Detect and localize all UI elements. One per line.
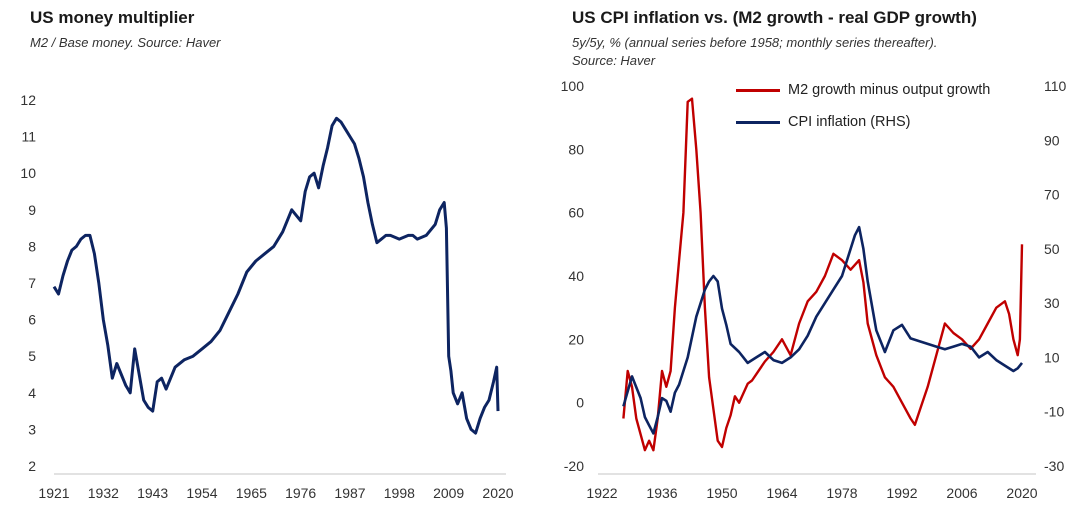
y-tick-label: 4: [28, 385, 36, 401]
y-left-tick-labels: -20 0 20 40 60 80 100: [561, 78, 585, 474]
y-right-tick-label: 70: [1044, 187, 1060, 203]
y-tick-label: 3: [28, 421, 36, 437]
y-tick-label: 6: [28, 312, 36, 328]
x-tick-label: 1936: [646, 485, 677, 501]
y-left-tick-label: 20: [568, 331, 584, 347]
y-right-tick-labels: -30 -10 10 30 50 70 90 110: [1044, 78, 1067, 474]
y-left-tick-label: 60: [568, 205, 584, 221]
y-right-tick-label: 110: [1044, 78, 1067, 94]
y-tick-label: 2: [28, 458, 36, 474]
x-tick-label: 1965: [236, 485, 267, 501]
series-line-m2-minus-output: [622, 97, 1024, 452]
x-tick-labels: 1921 1932 1943 1954 1965 1976 1987 1998 2009 2020: [38, 485, 513, 501]
subtitle-line-2: Source: Haver: [572, 53, 656, 68]
x-tick-labels: 1922 1936 1950 1964 1978 1992 2006 2020: [586, 485, 1037, 501]
y-tick-label: 5: [28, 348, 36, 364]
x-tick-label: 2006: [946, 485, 977, 501]
chart-subtitle: 5y/5y, % (annual series before 1958; mon…: [572, 34, 937, 70]
x-tick-label: 1987: [334, 485, 365, 501]
x-tick-label: 1992: [886, 485, 917, 501]
cpi-vs-m2-panel: -20 0 20 40 60 80 100 -30 -10 10 30 50 70 90 110 1922…: [540, 0, 1080, 517]
legend-swatch-navy: [736, 120, 780, 124]
x-tick-label: 1932: [88, 485, 119, 501]
y-right-tick-label: -30: [1044, 458, 1064, 474]
legend: M2 growth minus output growth CPI inflat…: [736, 74, 990, 138]
legend-label-m2: M2 growth minus output growth: [788, 82, 991, 98]
y-right-tick-label: 90: [1044, 132, 1060, 148]
legend-item-cpi: CPI inflation (RHS): [736, 106, 990, 138]
legend-label-cpi: CPI inflation (RHS): [788, 114, 911, 130]
series-line-cpi-inflation: [622, 225, 1024, 435]
x-tick-label: 1921: [38, 485, 69, 501]
x-tick-label: 1978: [826, 485, 857, 501]
y-tick-label: 9: [28, 202, 36, 218]
y-tick-labels: 2 3 4 5 6 7 8 9 10 11 12: [20, 92, 36, 474]
y-right-tick-label: 30: [1044, 295, 1060, 311]
y-tick-label: 8: [28, 238, 36, 254]
money-multiplier-panel: 2 3 4 5 6 7 8 9 10 11 12 1921 1932 1943 1954 1965 1976 1…: [20, 8, 513, 501]
chart-title: US CPI inflation vs. (M2 growth - real G…: [572, 8, 977, 27]
x-tick-label: 1943: [137, 485, 168, 501]
y-tick-label: 7: [28, 275, 36, 291]
y-left-tick-label: -20: [564, 458, 584, 474]
subtitle-line-1: 5y/5y, % (annual series before 1958; mon…: [572, 35, 938, 50]
y-right-tick-label: 10: [1044, 349, 1060, 365]
y-left-tick-label: 100: [561, 78, 585, 94]
x-tick-label: 2020: [482, 485, 513, 501]
x-tick-label: 1964: [766, 485, 797, 501]
y-right-tick-label: 50: [1044, 241, 1060, 257]
x-tick-label: 1976: [285, 485, 316, 501]
x-tick-label: 1954: [186, 485, 217, 501]
legend-item-m2: M2 growth minus output growth: [736, 74, 990, 106]
x-tick-label: 1950: [706, 485, 737, 501]
chart-title: US money multiplier: [30, 8, 195, 27]
legend-swatch-red: [736, 88, 780, 92]
x-tick-label: 1922: [586, 485, 617, 501]
chart-subtitle: M2 / Base money. Source: Haver: [30, 35, 221, 50]
y-right-tick-label: -10: [1044, 404, 1064, 420]
cpi-vs-m2-chart: -20 0 20 40 60 80 100 -30 -10 10 30 50 70 90 110 1922…: [561, 78, 1067, 501]
x-tick-label: 2009: [433, 485, 464, 501]
y-tick-label: 11: [21, 129, 36, 145]
series-line-money-multiplier: [52, 116, 500, 435]
x-tick-label: 2020: [1006, 485, 1037, 501]
y-tick-label: 12: [20, 92, 36, 108]
y-left-tick-label: 80: [568, 141, 584, 157]
y-tick-label: 10: [20, 165, 36, 181]
y-left-tick-label: 0: [576, 395, 584, 411]
y-left-tick-label: 40: [568, 268, 584, 284]
x-tick-label: 1998: [384, 485, 415, 501]
